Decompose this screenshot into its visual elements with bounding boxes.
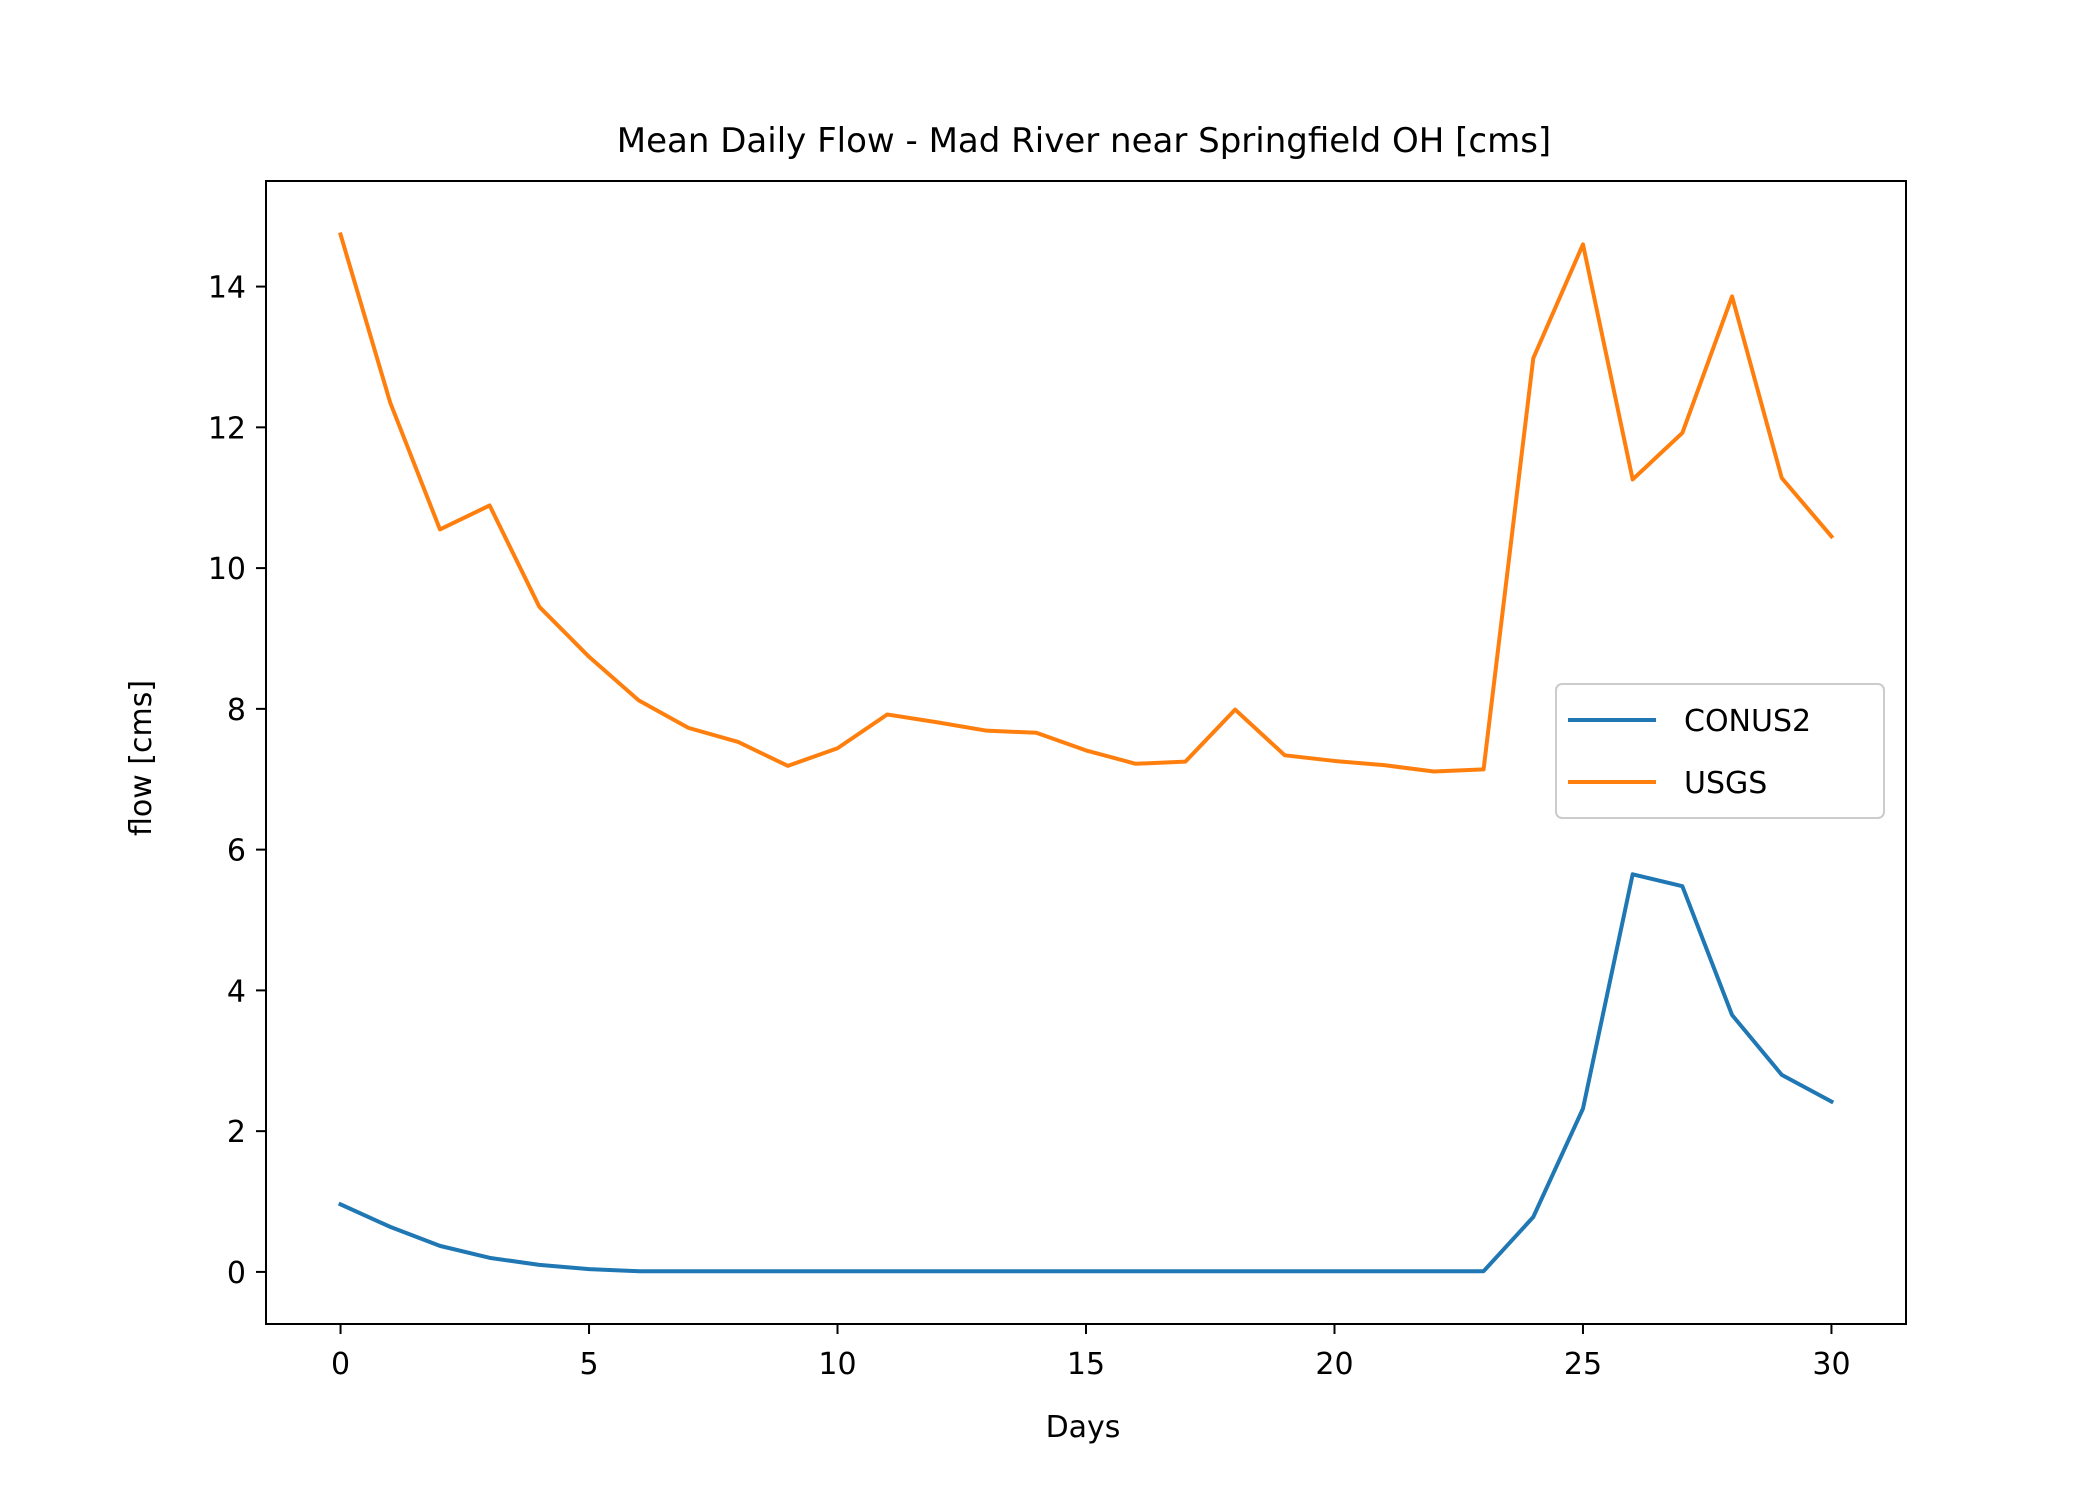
y-tick-label: 8 <box>227 693 246 728</box>
x-tick-label: 30 <box>1812 1347 1850 1382</box>
x-tick-label: 25 <box>1564 1347 1602 1382</box>
x-axis-label: Days <box>1046 1410 1121 1445</box>
plot-area: 0 5 10 15 20 25 30 0 2 4 6 8 10 12 14 <box>208 180 1907 1382</box>
x-tick-label: 20 <box>1315 1347 1353 1382</box>
y-axis-label: flow [cms] <box>124 680 159 836</box>
x-tick-label: 0 <box>331 1347 350 1382</box>
y-tick-label: 10 <box>208 552 246 587</box>
chart-title: Mean Daily Flow - Mad River near Springf… <box>617 121 1551 161</box>
y-tick-label: 4 <box>227 974 246 1009</box>
y-tick-label: 2 <box>227 1115 246 1150</box>
legend-label-conus2: CONUS2 <box>1684 704 1811 739</box>
x-tick-label: 15 <box>1067 1347 1105 1382</box>
legend: CONUS2 USGS <box>1555 683 1885 819</box>
y-tick-label: 14 <box>208 271 246 306</box>
y-tick-label: 12 <box>208 411 246 446</box>
legend-label-usgs: USGS <box>1684 766 1767 801</box>
series-line-usgs <box>338 232 1835 774</box>
y-tick-label: 0 <box>227 1256 246 1291</box>
x-tick-label: 5 <box>579 1347 598 1382</box>
y-tick-label: 6 <box>227 834 246 869</box>
legend-box <box>1555 683 1885 819</box>
x-tick-label: 10 <box>818 1347 856 1382</box>
series-line-conus2 <box>337 872 1835 1274</box>
